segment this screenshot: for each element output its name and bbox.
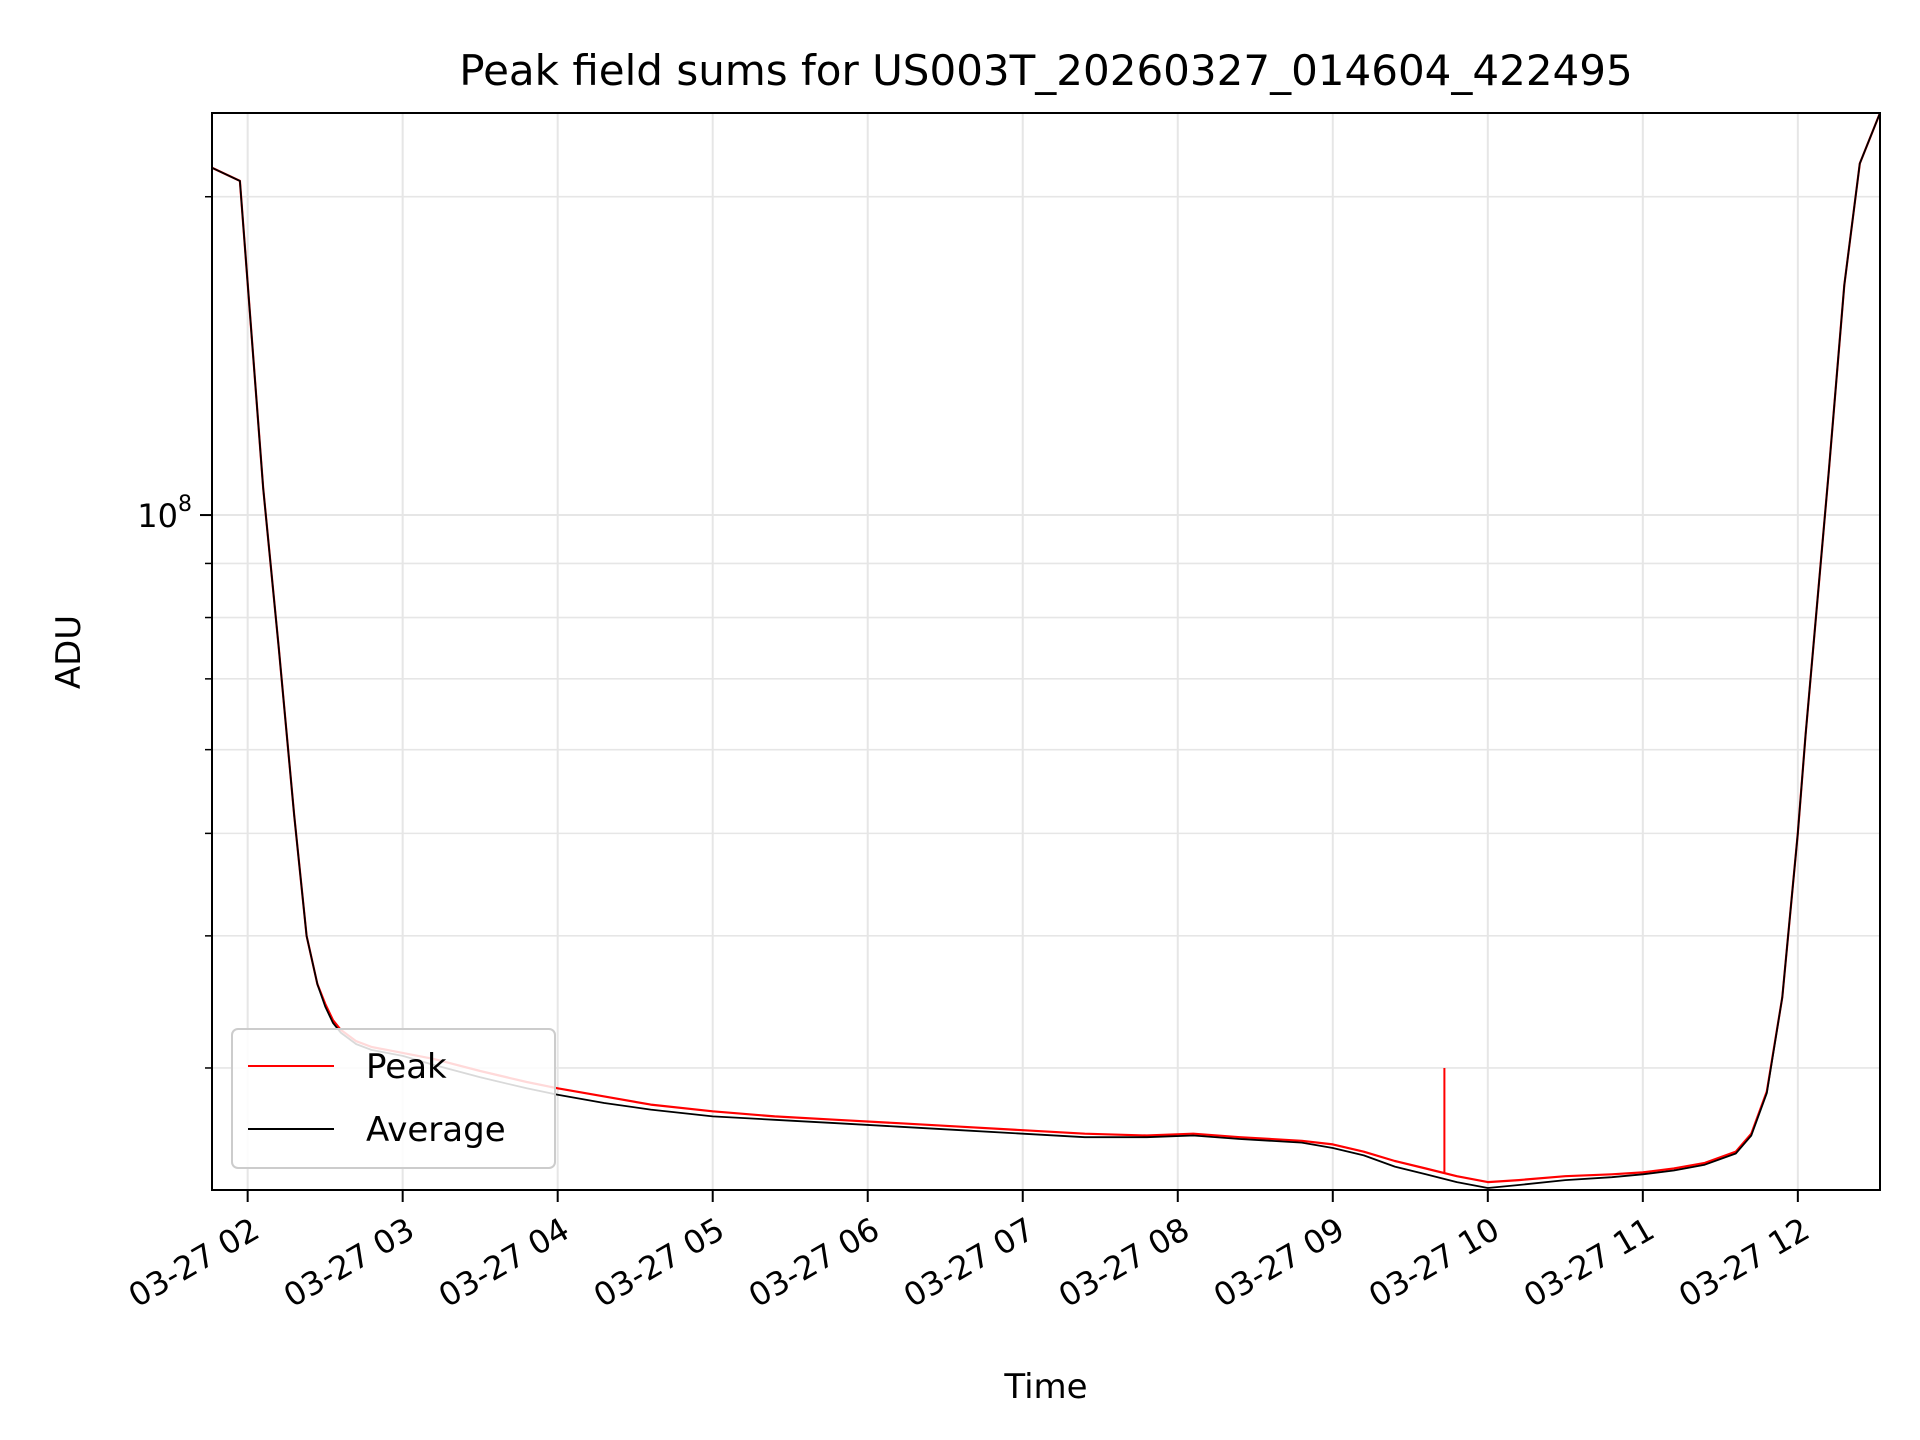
y-tick-base: 10 bbox=[137, 497, 178, 535]
x-axis-label: Time bbox=[1003, 1367, 1087, 1407]
legend-peak-label: Peak bbox=[366, 1047, 447, 1087]
chart-title: Peak field sums for US003T_20260327_0146… bbox=[459, 46, 1632, 95]
grid bbox=[212, 113, 1880, 1190]
plot-frame bbox=[211, 112, 1881, 1191]
y-tick-label: 108 bbox=[137, 492, 192, 535]
legend: Peak Average bbox=[231, 1028, 556, 1169]
legend-box bbox=[231, 1028, 556, 1169]
y-tick-exponent: 8 bbox=[178, 492, 192, 517]
legend-average-label: Average bbox=[366, 1110, 506, 1150]
y-axis-label: ADU bbox=[49, 615, 89, 689]
